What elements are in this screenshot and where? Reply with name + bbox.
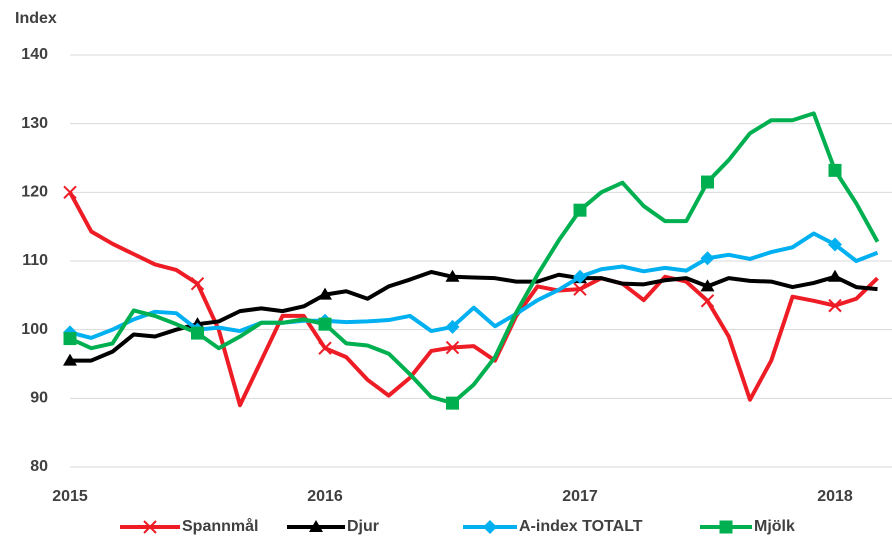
y-tick-label: 90: [30, 390, 48, 407]
marker: [63, 332, 77, 346]
marker: [446, 396, 459, 410]
marker: [190, 276, 205, 291]
marker: [445, 319, 460, 334]
marker: [445, 269, 460, 282]
x-tick-label: 2018: [817, 488, 853, 505]
x-tick-label: 2017: [562, 488, 598, 505]
marker: [445, 340, 460, 355]
marker: [828, 269, 842, 282]
grid: [70, 54, 892, 468]
marker: [700, 279, 715, 292]
marker: [191, 326, 204, 340]
marker: [318, 317, 332, 331]
legend-label: Djur: [347, 518, 379, 535]
marker: [63, 185, 77, 200]
marker: [700, 251, 715, 266]
series-line: [69, 231, 879, 340]
plot-area: [63, 111, 880, 410]
y-axis-title: Index: [15, 10, 57, 27]
series-line: [70, 269, 878, 363]
x-tick-label: 2015: [52, 488, 88, 505]
marker: [63, 353, 77, 366]
y-tick-label: 130: [21, 115, 48, 132]
marker: [700, 294, 715, 308]
marker: [309, 520, 323, 532]
legend-label: Mjölk: [754, 518, 795, 535]
marker: [483, 520, 497, 534]
marker: [143, 520, 157, 534]
marker: [701, 175, 714, 189]
y-tick-label: 80: [30, 458, 48, 475]
legend: Spannmål Djur A-index TOTALT Mjölk: [120, 517, 795, 535]
marker: [573, 203, 587, 217]
legend-label: Spannmål: [182, 517, 258, 535]
y-tick-label: 100: [21, 321, 48, 338]
marker: [828, 163, 842, 177]
marker: [719, 520, 733, 534]
y-tick-label: 140: [21, 46, 48, 63]
marker: [318, 341, 332, 355]
series-line: [68, 191, 879, 408]
y-tick-label: 110: [22, 252, 48, 269]
marker: [573, 282, 587, 296]
y-tick-label: 120: [21, 184, 48, 201]
x-tick-label: 2016: [307, 488, 343, 505]
marker: [828, 237, 842, 252]
marker: [828, 298, 842, 313]
legend-label: A-index TOTALT: [519, 518, 643, 535]
series-line: [69, 111, 880, 406]
marker: [318, 287, 332, 300]
marker: [573, 269, 587, 284]
